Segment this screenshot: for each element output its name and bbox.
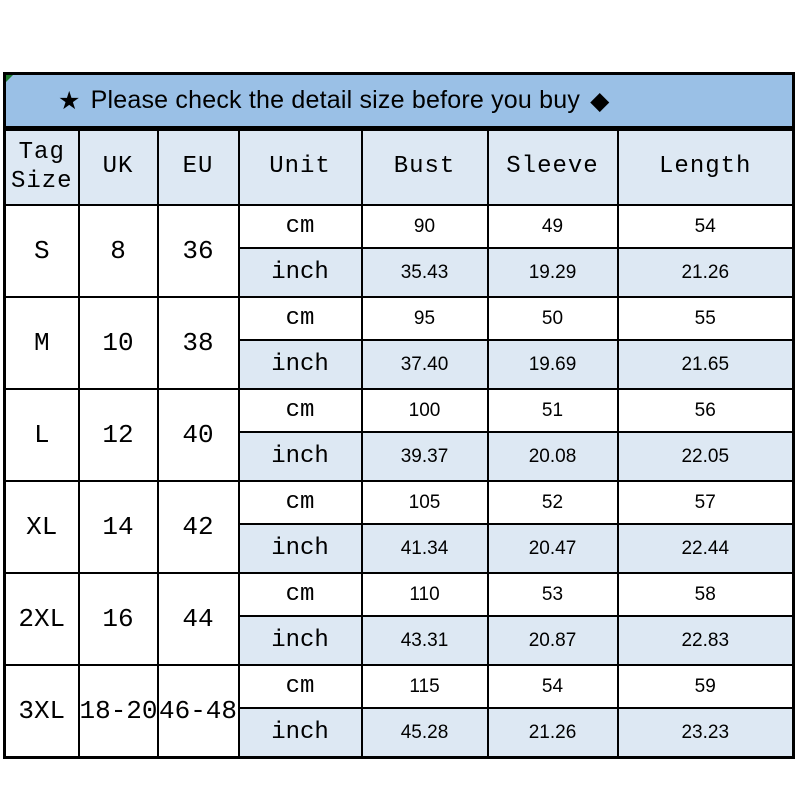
table-row: inch 43.31 20.87 22.83 xyxy=(5,615,795,666)
size-cell-m: M xyxy=(3,296,80,390)
unit-inch-cell: inch xyxy=(237,707,363,759)
length-inch-cell: 22.05 xyxy=(616,431,795,482)
bust-inch-cell: 41.34 xyxy=(360,523,489,574)
table-row: inch 35.43 19.29 21.26 xyxy=(5,247,795,298)
diamond-icon: ◆ xyxy=(590,86,610,115)
bust-inch-cell: 37.40 xyxy=(360,339,489,390)
sleeve-cm-cell: 51 xyxy=(486,388,619,433)
sleeve-cm-cell: 52 xyxy=(486,480,619,525)
unit-inch-cell: inch xyxy=(237,615,363,666)
uk-cell: 8 xyxy=(77,204,159,298)
uk-cell: 10 xyxy=(77,296,159,390)
length-cm-cell: 54 xyxy=(616,204,795,249)
uk-cell: 16 xyxy=(77,572,159,666)
size-cell-2xl: 2XL xyxy=(3,572,80,666)
header-cell-bust: Bust xyxy=(360,128,489,206)
bust-inch-cell: 43.31 xyxy=(360,615,489,666)
table-row: inch 45.28 21.26 23.23 xyxy=(5,707,795,759)
header-cell-eu: EU xyxy=(156,128,240,206)
unit-inch-cell: inch xyxy=(237,431,363,482)
length-cm-cell: 55 xyxy=(616,296,795,341)
length-inch-cell: 22.44 xyxy=(616,523,795,574)
size-chart-image: ★ Please check the detail size before yo… xyxy=(3,72,795,759)
sleeve-cm-cell: 54 xyxy=(486,664,619,709)
sleeve-inch-cell: 19.69 xyxy=(486,339,619,390)
sleeve-inch-cell: 20.08 xyxy=(486,431,619,482)
bust-inch-cell: 45.28 xyxy=(360,707,489,759)
bust-inch-cell: 35.43 xyxy=(360,247,489,298)
unit-cm-cell: cm xyxy=(237,296,363,341)
eu-cell: 38 xyxy=(156,296,240,390)
length-inch-cell: 22.83 xyxy=(616,615,795,666)
bust-cm-cell: 110 xyxy=(360,572,489,617)
size-cell-xl: XL xyxy=(3,480,80,574)
unit-cm-cell: cm xyxy=(237,572,363,617)
length-cm-cell: 59 xyxy=(616,664,795,709)
uk-cell: 14 xyxy=(77,480,159,574)
sleeve-inch-cell: 20.87 xyxy=(486,615,619,666)
unit-cm-cell: cm xyxy=(237,664,363,709)
eu-cell: 42 xyxy=(156,480,240,574)
length-cm-cell: 57 xyxy=(616,480,795,525)
length-cm-cell: 58 xyxy=(616,572,795,617)
unit-cm-cell: cm xyxy=(237,480,363,525)
length-inch-cell: 21.26 xyxy=(616,247,795,298)
length-inch-cell: 21.65 xyxy=(616,339,795,390)
unit-cm-cell: cm xyxy=(237,388,363,433)
eu-cell: 40 xyxy=(156,388,240,482)
eu-cell: 44 xyxy=(156,572,240,666)
unit-inch-cell: inch xyxy=(237,247,363,298)
bust-cm-cell: 115 xyxy=(360,664,489,709)
excel-flag-icon xyxy=(6,75,13,82)
sleeve-cm-cell: 53 xyxy=(486,572,619,617)
table-row: XL 14 42 cm 105 52 57 xyxy=(3,480,795,574)
size-cell-3xl: 3XL xyxy=(3,664,80,759)
header-cell-unit: Unit xyxy=(237,128,363,206)
uk-cell: 18-20 xyxy=(77,664,159,759)
table-row: M 10 38 cm 95 50 55 xyxy=(3,296,795,390)
table-row: inch 41.34 20.47 22.44 xyxy=(5,523,795,574)
bust-cm-cell: 90 xyxy=(360,204,489,249)
table-row: 2XL 16 44 cm 110 53 58 xyxy=(3,572,795,666)
table-row: inch 39.37 20.08 22.05 xyxy=(5,431,795,482)
table-row: S 8 36 cm 90 49 54 xyxy=(3,204,795,298)
bust-cm-cell: 100 xyxy=(360,388,489,433)
table-row: 3XL 18-20 46-48 cm 115 54 59 xyxy=(3,664,795,759)
size-cell-l: L xyxy=(3,388,80,482)
unit-inch-cell: inch xyxy=(237,523,363,574)
sleeve-inch-cell: 20.47 xyxy=(486,523,619,574)
unit-inch-cell: inch xyxy=(237,339,363,390)
length-cm-cell: 56 xyxy=(616,388,795,433)
size-table: Tag Size UK EU Unit Bust Sleeve Length S… xyxy=(3,128,795,759)
eu-cell: 46-48 xyxy=(156,664,240,759)
uk-cell: 12 xyxy=(77,388,159,482)
table-row: inch 37.40 19.69 21.65 xyxy=(5,339,795,390)
table-row: L 12 40 cm 100 51 56 xyxy=(3,388,795,482)
unit-cm-cell: cm xyxy=(237,204,363,249)
header-row: Tag Size UK EU Unit Bust Sleeve Length xyxy=(3,128,795,206)
header-cell-sleeve: Sleeve xyxy=(486,128,619,206)
length-inch-cell: 23.23 xyxy=(616,707,795,759)
bust-inch-cell: 39.37 xyxy=(360,431,489,482)
bust-cm-cell: 95 xyxy=(360,296,489,341)
header-cell-tag-size: Tag Size xyxy=(3,128,80,206)
banner-label: Please check the detail size before you … xyxy=(90,86,581,114)
size-cell-s: S xyxy=(3,204,80,298)
sleeve-inch-cell: 19.29 xyxy=(486,247,619,298)
banner: ★ Please check the detail size before yo… xyxy=(3,72,795,128)
star-icon: ★ xyxy=(58,86,81,115)
header-cell-length: Length xyxy=(616,128,795,206)
bust-cm-cell: 105 xyxy=(360,480,489,525)
sleeve-cm-cell: 49 xyxy=(486,204,619,249)
eu-cell: 36 xyxy=(156,204,240,298)
sleeve-inch-cell: 21.26 xyxy=(486,707,619,759)
header-cell-uk: UK xyxy=(77,128,159,206)
sleeve-cm-cell: 50 xyxy=(486,296,619,341)
